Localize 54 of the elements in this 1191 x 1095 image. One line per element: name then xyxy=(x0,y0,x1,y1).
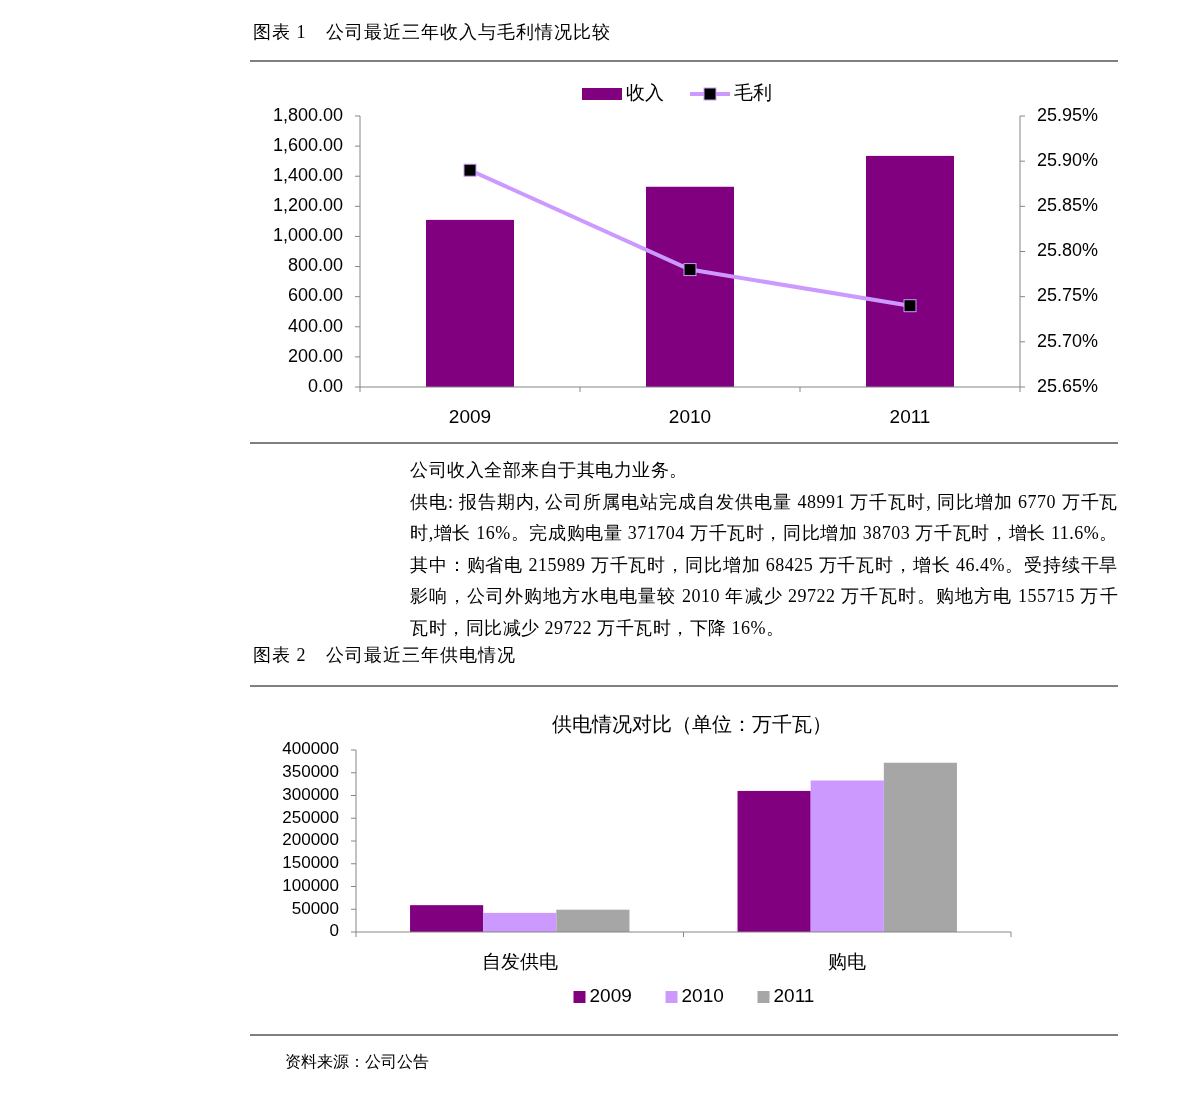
x-tick-label: 2009 xyxy=(448,406,492,428)
y-tick-label: 1,800.00 xyxy=(272,104,343,125)
y-tick-label: 250000 xyxy=(282,807,339,827)
y-tick-label: 0.00 xyxy=(307,375,343,396)
y2-tick-label: 25.95% xyxy=(1037,104,1099,125)
bar xyxy=(883,762,957,932)
x-tick-label: 2010 xyxy=(668,406,712,428)
y-tick-label: 200000 xyxy=(282,830,339,850)
bar xyxy=(410,905,484,932)
x-tick-label: 自发供电 xyxy=(481,951,558,973)
y-tick-label: 50000 xyxy=(291,898,339,918)
bar xyxy=(483,912,557,932)
y-tick-label: 1,200.00 xyxy=(272,195,343,216)
y2-tick-label: 25.70% xyxy=(1037,330,1099,351)
y-tick-label: 200.00 xyxy=(287,345,343,366)
y-tick-label: 800.00 xyxy=(287,255,343,276)
legend-label: 2009 xyxy=(589,985,632,1007)
text: 资料来源：公司公告 xyxy=(285,1052,429,1070)
y2-tick-label: 25.90% xyxy=(1037,149,1099,170)
text: 供电: 报告期内, 公司所属电站完成自发供电量 48991 万千瓦时, 同比增加 6770 万千瓦时,增长 16%。完成购电量 371704 万千瓦时，同比增加 38703 万千瓦时，增长 11.6%。其中：购省电 215989 万千瓦时，同比增加 68425 万千瓦时，增长 46.4%。受持续干旱影响，公司外购地方水电电量较 2010 年减少 29722 万千瓦时。购地方电 155715 万千瓦时，同比减少 29722 万千瓦时，下降 16%。 xyxy=(410,490,1118,640)
y-tick-label: 0 xyxy=(329,921,339,941)
x-tick-label: 2011 xyxy=(889,406,931,428)
point xyxy=(903,299,917,313)
chart-subtitle: 供电情况对比（单位：万千瓦） xyxy=(551,713,832,736)
y-tick-label: 600.00 xyxy=(287,285,343,306)
bar xyxy=(426,219,514,387)
legend-label: 2011 xyxy=(773,985,815,1007)
bar xyxy=(866,155,954,387)
y-tick-label: 1,400.00 xyxy=(272,164,343,185)
y2-tick-label: 25.85% xyxy=(1037,195,1099,216)
text: 公司收入全部来自于其电力业务。 xyxy=(410,459,689,482)
y2-tick-label: 25.80% xyxy=(1037,240,1099,261)
bar xyxy=(646,186,734,387)
legend-label: 收入 xyxy=(626,82,664,104)
legend-label: 毛利 xyxy=(734,82,772,104)
bar xyxy=(556,909,630,932)
y-tick-label: 1,600.00 xyxy=(272,134,343,155)
point xyxy=(463,163,477,177)
y2-tick-label: 25.65% xyxy=(1037,375,1099,396)
y-tick-label: 150000 xyxy=(282,853,339,873)
y-tick-label: 1,000.00 xyxy=(272,225,343,246)
y-tick-label: 400000 xyxy=(282,739,339,759)
chart-title: 图表 1 公司最近三年收入与毛利情况比较 xyxy=(253,22,611,43)
y-tick-label: 400.00 xyxy=(287,315,343,336)
legend-label: 2010 xyxy=(681,985,724,1007)
y-tick-label: 300000 xyxy=(282,784,339,804)
bar xyxy=(737,790,811,932)
point xyxy=(683,263,697,277)
y-tick-label: 100000 xyxy=(282,875,339,895)
y-tick-label: 350000 xyxy=(282,762,339,782)
bar xyxy=(810,780,884,932)
x-tick-label: 购电 xyxy=(828,951,867,973)
y2-tick-label: 25.75% xyxy=(1037,285,1099,306)
chart-title: 图表 2 公司最近三年供电情况 xyxy=(253,645,516,666)
